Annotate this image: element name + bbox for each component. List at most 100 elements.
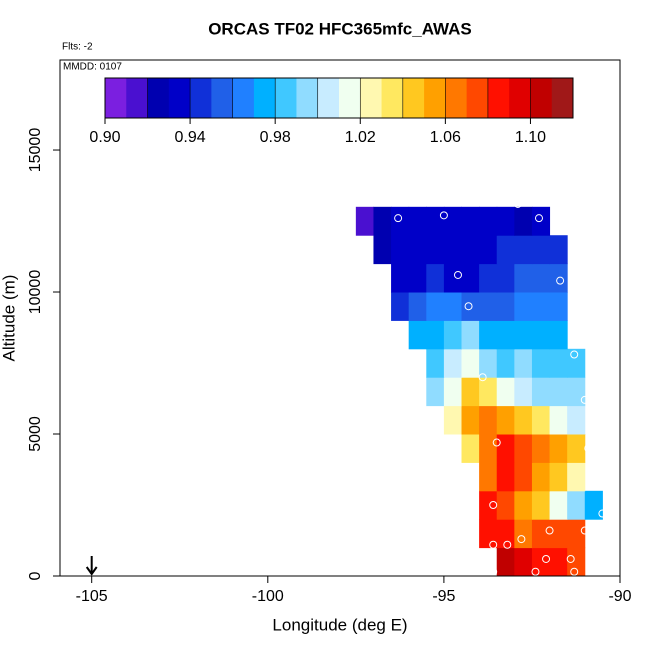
heat-cell xyxy=(496,377,515,407)
heat-cell xyxy=(443,235,463,265)
heat-cell xyxy=(531,377,551,407)
obs-point xyxy=(439,211,448,220)
heat-cell xyxy=(496,206,515,236)
obs-point xyxy=(489,501,498,510)
heat-cell xyxy=(426,263,445,293)
colorbar-tick-label: 0.90 xyxy=(89,129,120,146)
heat-cell xyxy=(514,377,533,407)
colorbar-swatch xyxy=(168,78,191,118)
colorbar-swatch xyxy=(317,78,340,118)
heat-cell xyxy=(479,462,498,492)
heat-cell xyxy=(514,547,533,577)
colorbar-swatch xyxy=(381,78,404,118)
heat-cell xyxy=(426,206,445,236)
colorbar-swatch xyxy=(275,78,297,118)
heat-cell xyxy=(426,320,445,350)
heat-cell xyxy=(426,348,445,378)
heat-cell xyxy=(443,377,463,407)
heat-cell xyxy=(549,405,568,435)
heat-cell xyxy=(496,263,515,293)
heat-cell xyxy=(514,490,533,520)
obs-point xyxy=(453,270,462,279)
heat-cell xyxy=(408,263,427,293)
heat-cell xyxy=(549,490,568,520)
heat-cell xyxy=(391,263,410,293)
heat-cell xyxy=(549,519,568,549)
heat-cell xyxy=(567,348,586,378)
heat-cell xyxy=(443,292,463,321)
heat-cell xyxy=(479,377,498,407)
obs-point xyxy=(584,444,593,453)
heat-cell xyxy=(461,434,480,463)
obs-point xyxy=(534,214,543,223)
heat-cell xyxy=(567,490,586,520)
colorbar-tick-label: 0.98 xyxy=(260,129,291,146)
heat-cell xyxy=(584,490,603,520)
heat-cell xyxy=(479,490,498,520)
colorbar-swatch xyxy=(402,78,425,118)
colorbar-swatch xyxy=(424,78,446,118)
heat-cell xyxy=(408,206,427,236)
heat-cell xyxy=(479,320,498,350)
heat-cell xyxy=(461,320,480,350)
x-tick-label: -105 xyxy=(76,588,108,605)
colorbar-swatch xyxy=(339,78,361,118)
heat-cell xyxy=(514,206,533,236)
heat-cell xyxy=(549,547,568,577)
colorbar-tick-label: 1.10 xyxy=(515,129,546,146)
annotation: Flts: -2 xyxy=(62,42,93,53)
obs-point xyxy=(489,567,498,576)
obs-point xyxy=(517,535,526,544)
colorbar-swatch xyxy=(466,78,489,118)
colorbar-swatch xyxy=(509,78,531,118)
heat-cell xyxy=(496,292,515,321)
heat-cell xyxy=(496,490,515,520)
heat-cell xyxy=(514,235,533,265)
arrow-head xyxy=(85,566,98,576)
colorbar-swatch xyxy=(360,78,382,118)
heat-cell xyxy=(479,405,498,435)
heat-cell xyxy=(567,377,586,407)
heat-cell xyxy=(514,263,533,293)
obs-point xyxy=(492,438,501,447)
plot-frame xyxy=(59,59,621,577)
heat-cell xyxy=(514,348,533,378)
colorbar-swatch xyxy=(126,78,148,118)
heat-cell xyxy=(443,405,463,435)
heat-cell xyxy=(549,292,568,321)
colorbar-swatch xyxy=(147,78,170,118)
heat-cell xyxy=(549,348,568,378)
heat-cell xyxy=(496,320,515,350)
obs-point xyxy=(580,395,589,404)
heat-cell xyxy=(531,519,551,549)
heat-cell xyxy=(531,405,551,435)
obs-point xyxy=(478,373,487,382)
heat-cell xyxy=(461,292,480,321)
obs-point xyxy=(556,276,565,285)
obs-point xyxy=(503,540,512,549)
obs-point xyxy=(394,214,403,223)
heat-cell xyxy=(355,206,374,236)
obs-point xyxy=(513,199,522,208)
heat-cell xyxy=(461,263,480,293)
heat-cell xyxy=(443,320,463,350)
colorbar-swatch xyxy=(487,78,510,118)
heat-cell xyxy=(496,462,515,492)
obs-point xyxy=(464,302,473,311)
heat-cell xyxy=(479,292,498,321)
heat-cell xyxy=(408,320,427,350)
x-tick-label: -90 xyxy=(608,588,631,605)
obs-point xyxy=(531,567,540,576)
heat-cell xyxy=(514,320,533,350)
heat-cell xyxy=(531,547,551,577)
y-axis-label: Altitude (m) xyxy=(0,275,18,362)
colorbar-tick-label: 1.02 xyxy=(345,129,376,146)
colorbar-frame xyxy=(104,77,574,119)
heat-cell xyxy=(391,292,410,321)
colorbar-tick-label: 1.06 xyxy=(430,129,461,146)
heat-cell xyxy=(479,235,498,265)
heat-cell xyxy=(549,235,568,265)
heat-cell xyxy=(443,348,463,378)
colorbar-swatch xyxy=(296,78,319,118)
heat-cell xyxy=(373,235,392,265)
